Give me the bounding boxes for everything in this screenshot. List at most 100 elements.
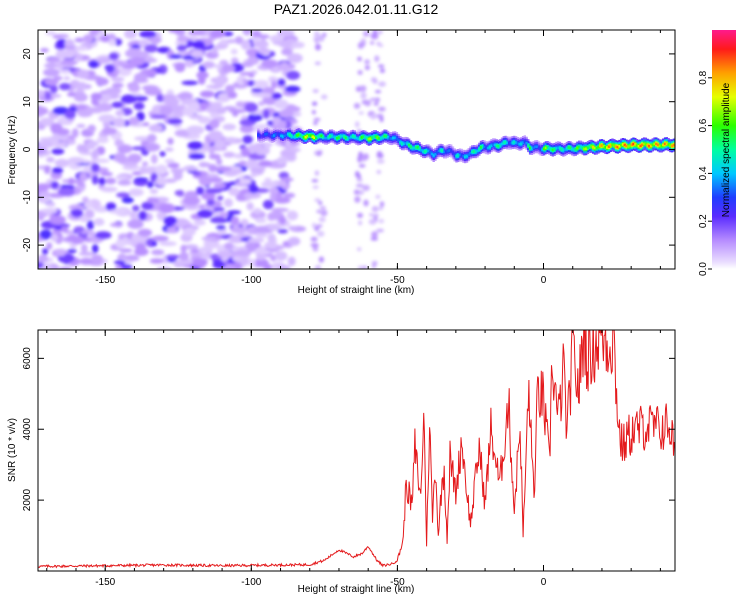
heatmap-cell [376,170,381,174]
colorbar-tick-label: 0.4 [698,166,709,180]
heatmap-cell [44,165,51,175]
heatmap-cell [92,149,100,157]
signal-track-mark [432,154,435,157]
heatmap-cell [122,161,138,167]
signal-track-mark [504,141,507,144]
signal-track-mark [616,145,619,149]
signal-track-mark [322,135,325,139]
signal-track-mark [651,143,654,147]
heatmap-cell [92,219,105,225]
snr-y-tick-label: 6000 [22,347,33,370]
signal-track-mark [287,133,290,136]
heatmap-cell [115,109,125,117]
heatmap-cell [313,117,321,122]
signal-track-mark [567,146,570,149]
heatmap-cell [59,69,71,74]
heatmap-cell [202,61,215,69]
heatmap-cell [73,226,85,233]
heatmap-cell [71,128,79,138]
signal-track-mark [325,136,328,140]
signal-track-mark [327,136,330,139]
signal-track-mark [607,145,611,148]
signal-track-mark [393,136,397,140]
heatmap-cell [192,40,205,49]
heatmap-cell [84,209,95,219]
signal-track-mark [602,145,605,148]
heatmap-cell [59,82,71,91]
heatmap-cell [199,90,215,98]
signal-track-mark [667,143,670,146]
heatmap-cell [82,196,89,204]
signal-track-mark [528,146,532,150]
signal-track-mark [302,136,306,139]
heatmap-cell [155,164,168,175]
heatmap-cell [362,153,369,160]
signal-track-mark [669,144,672,147]
heatmap-cell [190,49,204,58]
heatmap-cell [151,240,158,247]
heatmap-cell [316,209,322,214]
heatmap-cell [231,216,240,226]
heatmap-cell [216,225,226,230]
heatmap-cell [147,69,157,77]
heatmap-cell [147,198,160,203]
heatmap-cell [131,44,141,49]
heatmap-cell [83,34,94,43]
heatmap-cell [235,101,245,108]
heatmap-cell [313,121,318,126]
signal-track-mark [350,135,353,139]
heatmap-cell [228,235,246,244]
signal-track-mark [450,149,453,153]
signal-track-mark [495,144,498,148]
heatmap-cell [135,243,146,252]
heatmap-cell [286,210,299,221]
heatmap-cell [375,194,381,199]
heatmap-cell [214,139,226,150]
signal-track-mark [634,143,637,146]
heatmap-cell [151,249,165,256]
heatmap-cell [193,219,206,226]
signal-track-mark [646,144,649,147]
heatmap-cell [121,196,134,204]
heatmap-cell [64,109,76,119]
signal-track-mark [306,134,309,138]
spectrogram-y-tick-label: -10 [22,190,33,205]
heatmap-cell [376,228,384,233]
signal-track-mark [379,137,383,140]
signal-track-mark [453,153,456,157]
heatmap-cell [274,99,289,110]
signal-track-mark [292,135,295,139]
heatmap-cell [262,109,270,119]
heatmap-cell [67,248,77,254]
heatmap-cell [378,43,384,48]
signal-track-mark [388,137,391,140]
heatmap-cell [173,170,183,181]
signal-track-mark [532,146,535,149]
snr-x-tick-label: -100 [241,577,261,588]
heatmap-cell [175,259,193,265]
signal-track-mark [544,146,548,150]
heatmap-cell [357,56,362,62]
signal-track-mark [509,141,512,145]
heatmap-cell [206,199,215,207]
heatmap-cell [129,211,137,220]
heatmap-cell [86,140,99,147]
heatmap-cell [67,156,85,164]
signal-track-mark [578,145,581,149]
heatmap-cell [224,242,234,250]
heatmap-cell [114,38,122,46]
heatmap-cell [93,158,110,163]
signal-track-mark [323,136,327,140]
heatmap-cell [156,211,167,220]
heatmap-cell [138,210,148,221]
heatmap-cell [71,208,83,218]
signal-track-mark [313,136,316,139]
signal-track-mark [332,135,335,139]
heatmap-cell [49,215,66,225]
signal-track-mark [658,144,661,148]
heatmap-cell [55,142,68,147]
signal-track-mark [492,143,495,146]
colorbar-tick-label: 0.8 [698,70,709,84]
heatmap-cell [357,247,362,252]
